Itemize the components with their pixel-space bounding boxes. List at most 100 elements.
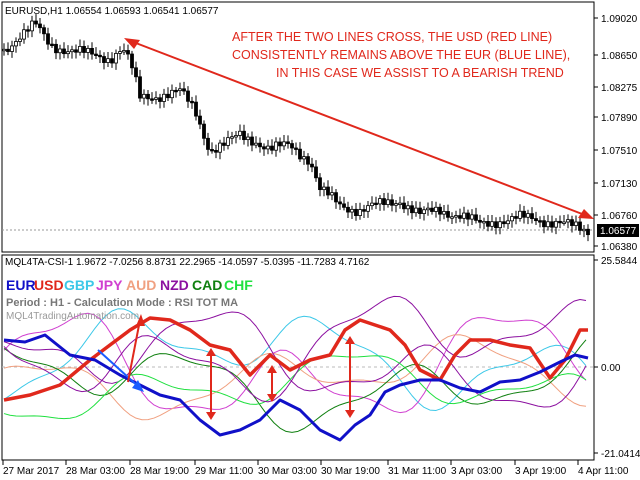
- candle: [566, 214, 570, 229]
- candle: [358, 202, 362, 220]
- time-label: 3 Apr 03:00: [451, 466, 503, 477]
- time-label: 31 Mar 11:00: [388, 466, 447, 477]
- price-label: 1.08275: [601, 83, 638, 94]
- candle: [14, 37, 18, 53]
- candle: [126, 44, 130, 60]
- jpy-line: [3, 312, 587, 414]
- annotation-line-1: AFTER THE TWO LINES CROSS, THE USD (RED …: [232, 30, 552, 44]
- legend-chf: CHF: [224, 277, 253, 293]
- candle: [306, 153, 310, 172]
- candle: [366, 200, 370, 218]
- candle: [178, 82, 182, 97]
- candle: [206, 132, 210, 156]
- price-label: 1.07130: [601, 179, 638, 190]
- double-arrow: [345, 336, 355, 418]
- time-label: 30 Mar 19:00: [321, 466, 380, 477]
- candle: [10, 40, 14, 58]
- candle: [194, 95, 198, 121]
- usd-line: [3, 316, 588, 402]
- candle: [370, 196, 374, 210]
- candle: [410, 201, 414, 220]
- candle: [454, 210, 458, 224]
- candle: [338, 196, 342, 210]
- candle: [230, 131, 234, 145]
- time-label: 29 Mar 11:00: [195, 466, 254, 477]
- candlestick-series: [2, 14, 590, 242]
- legend-cad: CAD: [192, 277, 222, 293]
- candle: [426, 202, 430, 216]
- candle: [70, 45, 74, 59]
- candle: [574, 215, 578, 231]
- candle: [354, 202, 358, 221]
- candle: [458, 208, 462, 223]
- candle: [110, 52, 114, 68]
- candle: [86, 45, 90, 60]
- candle: [478, 214, 482, 229]
- candle: [186, 86, 190, 108]
- time-label: 30 Mar 03:00: [258, 466, 317, 477]
- candle: [98, 50, 102, 63]
- candle: [290, 139, 294, 155]
- candle: [562, 215, 566, 226]
- candle: [462, 206, 466, 224]
- candle: [62, 42, 66, 59]
- candle: [270, 139, 274, 155]
- price-scale: 1.09020 1.08650 1.08275 1.07890 1.07510 …: [594, 14, 638, 253]
- currency-strength-lines: [3, 295, 589, 442]
- candle: [546, 214, 550, 231]
- candle: [254, 136, 258, 149]
- candle: [582, 224, 586, 238]
- price-label: 1.06380: [601, 242, 638, 253]
- candle: [182, 81, 186, 95]
- candle: [362, 204, 366, 218]
- candle: [74, 44, 78, 59]
- candle: [302, 150, 306, 165]
- double-arrow: [206, 348, 216, 420]
- candle: [530, 207, 534, 224]
- candle: [46, 27, 50, 50]
- candle: [222, 136, 226, 151]
- time-label: 3 Apr 19:00: [515, 466, 567, 477]
- candle: [26, 25, 30, 38]
- candle: [90, 42, 94, 60]
- candle: [38, 18, 42, 34]
- candle: [482, 217, 486, 230]
- candle: [134, 61, 138, 83]
- candle: [510, 213, 514, 228]
- candle: [94, 47, 98, 59]
- candle: [6, 42, 10, 56]
- candle: [234, 130, 238, 144]
- candle: [558, 215, 562, 229]
- candle: [238, 124, 242, 140]
- candle: [422, 206, 426, 221]
- candle: [166, 87, 170, 101]
- candle: [550, 215, 554, 233]
- candle: [402, 196, 406, 213]
- candle: [446, 204, 450, 222]
- candle: [2, 43, 6, 56]
- candle: [418, 201, 422, 219]
- candle: [406, 201, 410, 216]
- candle: [198, 109, 202, 130]
- candle: [214, 144, 218, 159]
- time-label: 28 Mar 03:00: [66, 466, 125, 477]
- candle: [518, 204, 522, 222]
- scale-mid: 0.00: [601, 363, 621, 374]
- candle: [586, 224, 590, 242]
- candle: [138, 69, 142, 102]
- indicator-panel-frame: [1, 254, 595, 461]
- candle: [298, 142, 302, 163]
- candle: [142, 89, 146, 105]
- candle: [242, 124, 246, 145]
- candle: [450, 212, 454, 225]
- price-label: 1.09020: [601, 14, 638, 25]
- price-label: 1.06760: [601, 211, 638, 222]
- candle: [394, 199, 398, 213]
- candle: [102, 52, 106, 70]
- candle: [42, 24, 46, 41]
- candle: [150, 92, 154, 104]
- candle: [114, 49, 118, 70]
- candle: [58, 44, 62, 60]
